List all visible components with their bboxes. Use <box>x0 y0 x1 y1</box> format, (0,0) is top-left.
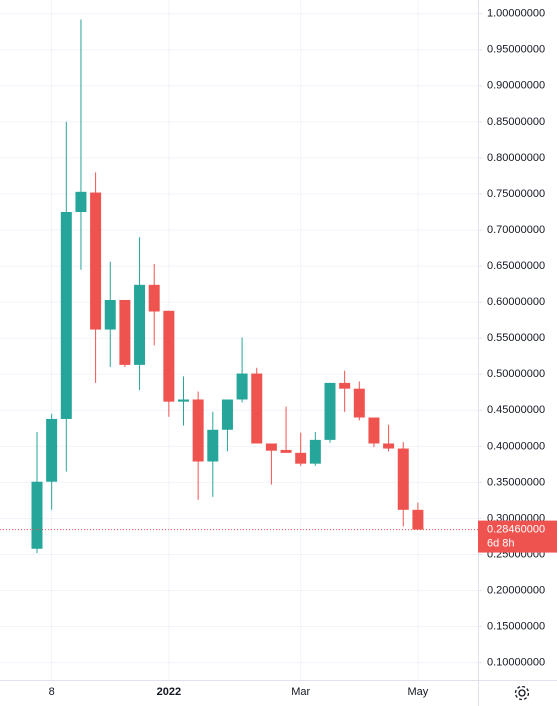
last-price-label: 0.28460000 <box>487 523 545 535</box>
y-tick-label: 0.90000000 <box>487 80 545 92</box>
y-tick-label: 0.10000000 <box>487 657 545 669</box>
candle-body <box>207 429 219 462</box>
y-tick-label: 0.95000000 <box>487 44 545 56</box>
y-tick-label: 0.20000000 <box>487 584 545 596</box>
x-tick-label: 2022 <box>157 686 181 698</box>
y-tick-label: 0.60000000 <box>487 296 545 308</box>
y-tick-label: 0.65000000 <box>487 260 545 272</box>
candle-body <box>383 443 395 449</box>
settings-icon-gear <box>514 685 530 701</box>
candle-body <box>236 373 248 400</box>
candle-body <box>134 284 146 365</box>
candle-body <box>295 452 307 464</box>
candle-body <box>251 373 263 444</box>
candle-body <box>397 448 409 510</box>
candle-body <box>163 310 175 402</box>
y-tick-label: 0.75000000 <box>487 188 545 200</box>
y-tick-label: 0.55000000 <box>487 332 545 344</box>
candle-body <box>104 299 116 330</box>
y-tick-label: 0.45000000 <box>487 404 545 416</box>
countdown-label: 6d 8h <box>487 537 515 549</box>
settings-icon-center <box>518 689 526 697</box>
candle-body <box>309 439 321 464</box>
y-tick-label: 0.70000000 <box>487 224 545 236</box>
candle-body <box>324 382 336 440</box>
candle-body <box>412 509 424 530</box>
y-tick-label: 0.40000000 <box>487 440 545 452</box>
y-tick-label: 0.80000000 <box>487 152 545 164</box>
candle-body <box>265 443 277 451</box>
candle-body <box>368 417 380 444</box>
candle-body <box>192 399 204 462</box>
candle-body <box>339 382 351 389</box>
candle-body <box>280 449 292 453</box>
candle-body <box>178 399 189 402</box>
candle-body <box>353 388 365 418</box>
candle-body <box>75 191 87 213</box>
y-tick-label: 0.15000000 <box>487 621 545 633</box>
y-tick-label: 0.50000000 <box>487 368 545 380</box>
x-tick-label: Mar <box>291 686 310 698</box>
x-tick-label: May <box>408 686 429 698</box>
x-tick-label: 8 <box>49 686 55 698</box>
last-price-box <box>478 520 557 553</box>
candle-body <box>60 212 72 419</box>
candle-body <box>31 481 43 549</box>
y-tick-label: 1.00000000 <box>487 8 545 20</box>
candle-body <box>221 399 233 430</box>
candle-body <box>90 192 102 330</box>
y-tick-label: 0.35000000 <box>487 476 545 488</box>
candle-body <box>119 299 131 365</box>
candle-body <box>148 284 160 312</box>
y-tick-label: 0.85000000 <box>487 116 545 128</box>
settings-icon[interactable] <box>514 685 530 701</box>
candle-body <box>46 418 58 482</box>
